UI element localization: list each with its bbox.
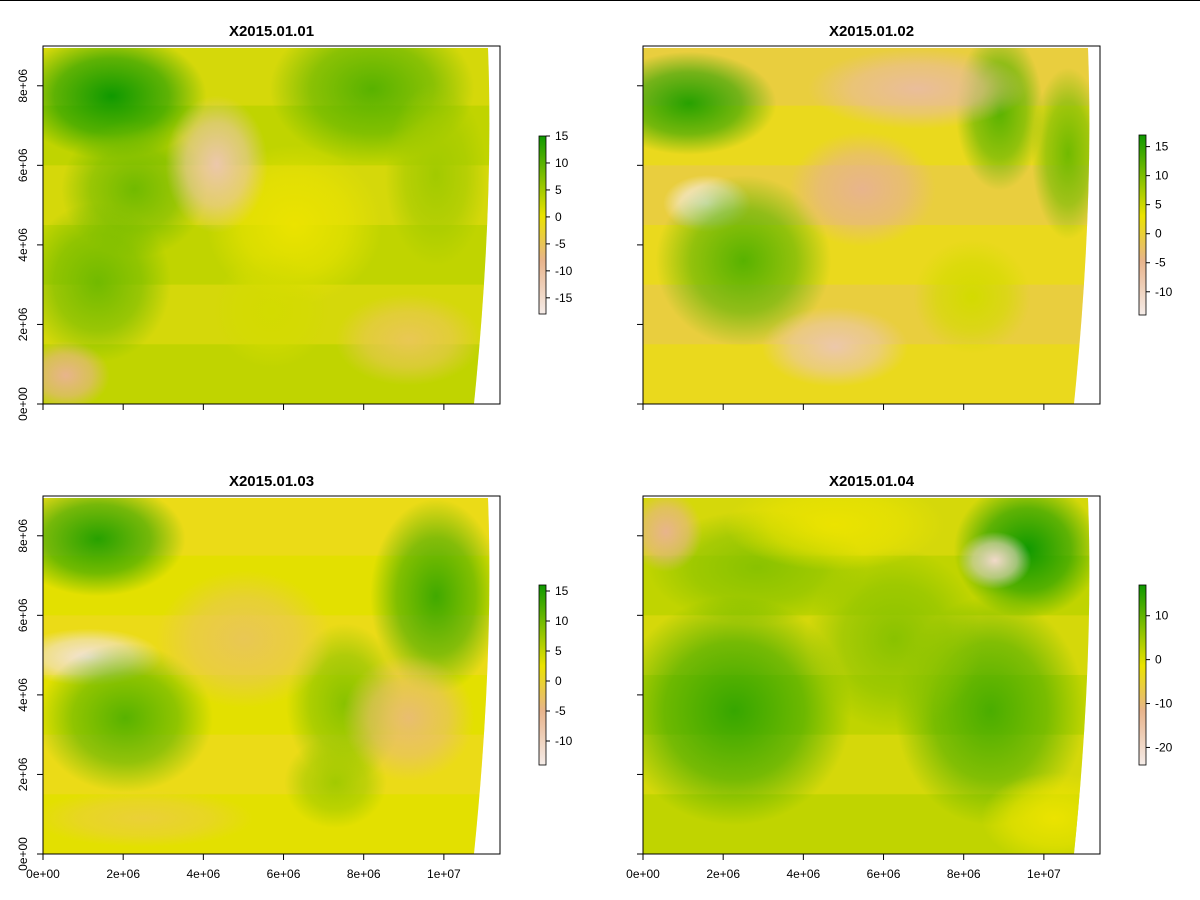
y-tick-label: 4e+06 bbox=[16, 678, 30, 712]
colorbar-tick-label: -10 bbox=[1155, 697, 1173, 711]
colorbar-tick-label: -10 bbox=[1155, 285, 1173, 299]
colorbar-tick-label: 15 bbox=[555, 129, 569, 143]
colorbar-tick-label: 15 bbox=[1155, 140, 1169, 154]
panel-title: X2015.01.03 bbox=[229, 473, 314, 490]
raster-image bbox=[43, 498, 490, 854]
x-tick-label: 8e+06 bbox=[947, 867, 981, 881]
y-tick-label: 8e+06 bbox=[16, 69, 30, 103]
colorbar-tick-label: 0 bbox=[555, 210, 562, 224]
x-tick-label: 6e+06 bbox=[267, 867, 301, 881]
colorbar-tick-label: -20 bbox=[1155, 740, 1173, 754]
x-tick-label: 1e+07 bbox=[1027, 867, 1061, 881]
raster-image bbox=[643, 48, 1090, 404]
y-tick-label: 8e+06 bbox=[16, 519, 30, 553]
colorbar-tick-label: -15 bbox=[555, 291, 573, 305]
raster-image bbox=[43, 48, 490, 404]
panel-4: X2015.01.04 0e+00 2e+06 4e+06 6e+06 8e+06 1e+0… bbox=[626, 473, 1173, 881]
colorbar-tick-label: 10 bbox=[1155, 169, 1169, 183]
raster-image bbox=[643, 498, 1090, 854]
x-tick-label: 0e+00 bbox=[26, 867, 60, 881]
x-tick-label: 1e+07 bbox=[427, 867, 461, 881]
x-tick-label: 2e+06 bbox=[706, 867, 740, 881]
colorbar-tick-label: 5 bbox=[555, 183, 562, 197]
x-tick-label: 6e+06 bbox=[867, 867, 901, 881]
colorbar-tick-label: 0 bbox=[555, 674, 562, 688]
y-tick-label: 6e+06 bbox=[16, 148, 30, 182]
y-tick-label: 6e+06 bbox=[16, 598, 30, 632]
panel-1: X2015.01.010e+002e+064e+066e+068e+06-15-… bbox=[16, 23, 573, 421]
x-tick-label: 8e+06 bbox=[347, 867, 381, 881]
y-tick-label: 2e+06 bbox=[16, 757, 30, 791]
colorbar-tick-label: 15 bbox=[555, 584, 569, 598]
colorbar-tick-label: -10 bbox=[555, 264, 573, 278]
colorbar: -10 -5 0 5 10 15 bbox=[1138, 134, 1173, 316]
colorbar-tick-label: -5 bbox=[555, 237, 566, 251]
x-tick-label: 0e+00 bbox=[626, 867, 660, 881]
colorbar: -10 -5 0 5 10 15 bbox=[538, 584, 573, 766]
panel-2: X2015.01.02 -10 -5 0 5 10 15 bbox=[637, 23, 1173, 410]
colorbar-tick-label: -5 bbox=[1155, 256, 1166, 270]
plot-frame bbox=[42, 495, 501, 855]
colorbar: -15 -10 -5 0 5 10 15 bbox=[538, 129, 573, 315]
plot-frame bbox=[642, 45, 1101, 405]
panel-title: X2015.01.01 bbox=[229, 23, 314, 40]
panel-title: X2015.01.04 bbox=[829, 473, 915, 490]
colorbar: -20 -10 0 10 bbox=[1138, 584, 1173, 766]
y-tick-label: 0e+00 bbox=[16, 837, 30, 871]
y-tick-label: 2e+06 bbox=[16, 307, 30, 341]
panel-3: X2015.01.03 0e+00 2e+06 4e+06 6e+06 8e+06 0e+0… bbox=[16, 473, 573, 881]
x-tick-label: 4e+06 bbox=[186, 867, 220, 881]
x-tick-label: 2e+06 bbox=[106, 867, 140, 881]
colorbar-tick-label: 10 bbox=[555, 156, 569, 170]
colorbar-tick-label: 10 bbox=[1155, 609, 1169, 623]
colorbar-tick-label: 5 bbox=[1155, 198, 1162, 212]
colorbar-tick-label: -5 bbox=[555, 704, 566, 718]
colorbar-ramp bbox=[538, 135, 547, 315]
colorbar-tick-label: 0 bbox=[1155, 227, 1162, 241]
plot-frame bbox=[642, 495, 1101, 855]
colorbar-tick-label: 10 bbox=[555, 614, 569, 628]
colorbar-tick-label: 0 bbox=[1155, 653, 1162, 667]
colorbar-tick-label: -10 bbox=[555, 734, 573, 748]
colorbar-tick-label: 5 bbox=[555, 644, 562, 658]
y-tick-label: 4e+06 bbox=[16, 228, 30, 262]
x-tick-label: 4e+06 bbox=[786, 867, 820, 881]
top-border-line bbox=[0, 0, 1200, 1]
colorbar-ramp bbox=[1138, 584, 1147, 766]
y-tick-label: 0e+00 bbox=[16, 387, 30, 421]
colorbar-ramp bbox=[1138, 134, 1147, 316]
colorbar-ramp bbox=[538, 584, 547, 766]
panel-title: X2015.01.02 bbox=[829, 23, 914, 40]
plot-frame bbox=[42, 45, 501, 405]
